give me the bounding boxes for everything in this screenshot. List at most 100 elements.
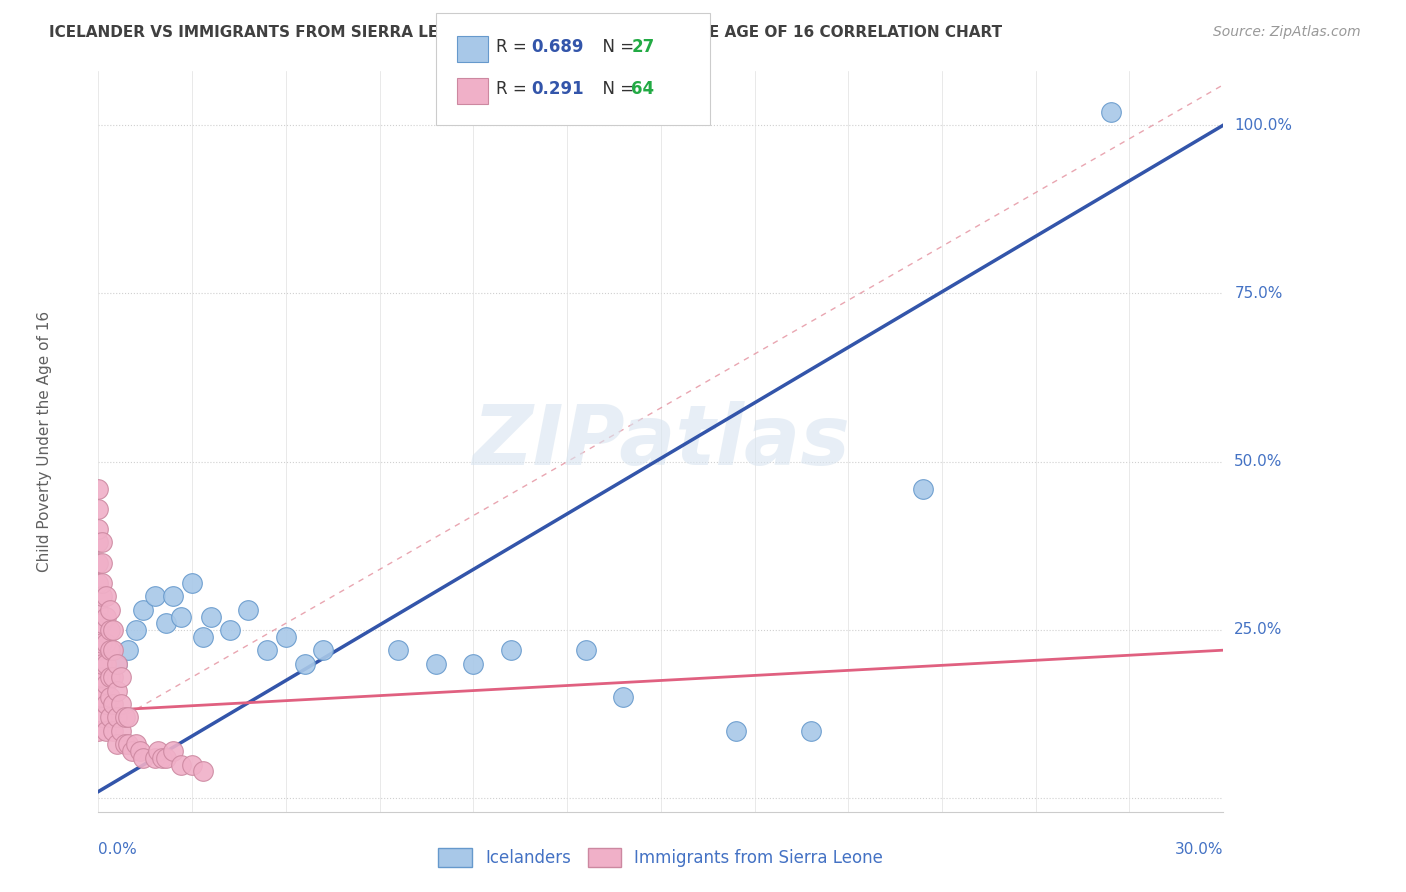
Point xyxy=(87,535,110,549)
Text: R =: R = xyxy=(496,80,533,98)
Text: 0.291: 0.291 xyxy=(531,80,583,98)
Point xyxy=(121,744,143,758)
Point xyxy=(128,744,150,758)
Point xyxy=(91,636,114,650)
Point xyxy=(294,657,316,671)
Point xyxy=(193,764,215,779)
Point xyxy=(193,630,215,644)
Point xyxy=(143,751,166,765)
Point xyxy=(87,670,110,684)
Text: Child Poverty Under the Age of 16: Child Poverty Under the Age of 16 xyxy=(37,311,52,572)
Point xyxy=(105,710,128,724)
Point xyxy=(103,643,125,657)
Point xyxy=(463,657,485,671)
Point xyxy=(98,710,121,724)
Point xyxy=(181,757,204,772)
Point xyxy=(94,657,117,671)
Legend: Icelanders, Immigrants from Sierra Leone: Icelanders, Immigrants from Sierra Leone xyxy=(432,841,890,874)
Point xyxy=(94,636,117,650)
Point xyxy=(800,723,823,738)
Point xyxy=(117,643,139,657)
Point xyxy=(143,590,166,604)
Point xyxy=(114,738,136,752)
Text: N =: N = xyxy=(592,80,640,98)
Point xyxy=(132,751,155,765)
Point xyxy=(105,683,128,698)
Text: 27: 27 xyxy=(631,38,655,56)
Point xyxy=(724,723,747,738)
Point xyxy=(274,630,297,644)
Point xyxy=(181,575,204,590)
Text: ICELANDER VS IMMIGRANTS FROM SIERRA LEONE CHILD POVERTY UNDER THE AGE OF 16 CORR: ICELANDER VS IMMIGRANTS FROM SIERRA LEON… xyxy=(49,25,1002,40)
Point xyxy=(91,616,114,631)
Point xyxy=(155,751,177,765)
Text: R =: R = xyxy=(496,38,533,56)
Point xyxy=(256,643,278,657)
Point xyxy=(91,670,114,684)
Point xyxy=(105,657,128,671)
Point xyxy=(238,603,260,617)
Point xyxy=(98,670,121,684)
Point xyxy=(91,535,114,549)
Point xyxy=(125,623,148,637)
Point xyxy=(170,609,193,624)
Point xyxy=(105,657,128,671)
Point xyxy=(114,710,136,724)
Point xyxy=(87,643,110,657)
Point xyxy=(200,609,222,624)
Point xyxy=(98,643,121,657)
Text: 25.0%: 25.0% xyxy=(1234,623,1282,638)
Point xyxy=(912,482,935,496)
Point xyxy=(110,723,132,738)
Point xyxy=(91,556,114,570)
Point xyxy=(1099,104,1122,119)
Point xyxy=(98,623,121,637)
Point xyxy=(103,623,125,637)
Point xyxy=(103,697,125,711)
Point xyxy=(98,603,121,617)
Text: 100.0%: 100.0% xyxy=(1234,118,1292,133)
Point xyxy=(110,697,132,711)
Point xyxy=(132,603,155,617)
Point xyxy=(87,723,110,738)
Text: 30.0%: 30.0% xyxy=(1175,842,1223,857)
Text: 64: 64 xyxy=(631,80,654,98)
Point xyxy=(91,657,114,671)
Text: 0.0%: 0.0% xyxy=(98,842,138,857)
Text: Source: ZipAtlas.com: Source: ZipAtlas.com xyxy=(1213,25,1361,39)
Point xyxy=(387,643,409,657)
Point xyxy=(425,657,447,671)
Point xyxy=(105,738,128,752)
Point xyxy=(117,738,139,752)
Point xyxy=(148,744,170,758)
Point xyxy=(312,643,335,657)
Point xyxy=(499,643,522,657)
Text: 50.0%: 50.0% xyxy=(1234,454,1282,469)
Point xyxy=(218,623,240,637)
Point xyxy=(110,670,132,684)
Point xyxy=(94,590,117,604)
Point xyxy=(98,690,121,705)
Point xyxy=(91,710,114,724)
Text: ZIPatlas: ZIPatlas xyxy=(472,401,849,482)
Point xyxy=(91,590,114,604)
Point xyxy=(103,723,125,738)
Point xyxy=(155,616,177,631)
Point xyxy=(87,603,110,617)
Text: 0.689: 0.689 xyxy=(531,38,583,56)
Point xyxy=(162,590,184,604)
Point xyxy=(94,723,117,738)
Point xyxy=(117,710,139,724)
Point xyxy=(94,609,117,624)
Point xyxy=(87,575,110,590)
Point xyxy=(91,690,114,705)
Point xyxy=(94,697,117,711)
Point xyxy=(612,690,634,705)
Point xyxy=(125,738,148,752)
Point xyxy=(87,690,110,705)
Point xyxy=(87,556,110,570)
Point xyxy=(170,757,193,772)
Point xyxy=(87,522,110,536)
Text: N =: N = xyxy=(592,38,640,56)
Text: 75.0%: 75.0% xyxy=(1234,286,1282,301)
